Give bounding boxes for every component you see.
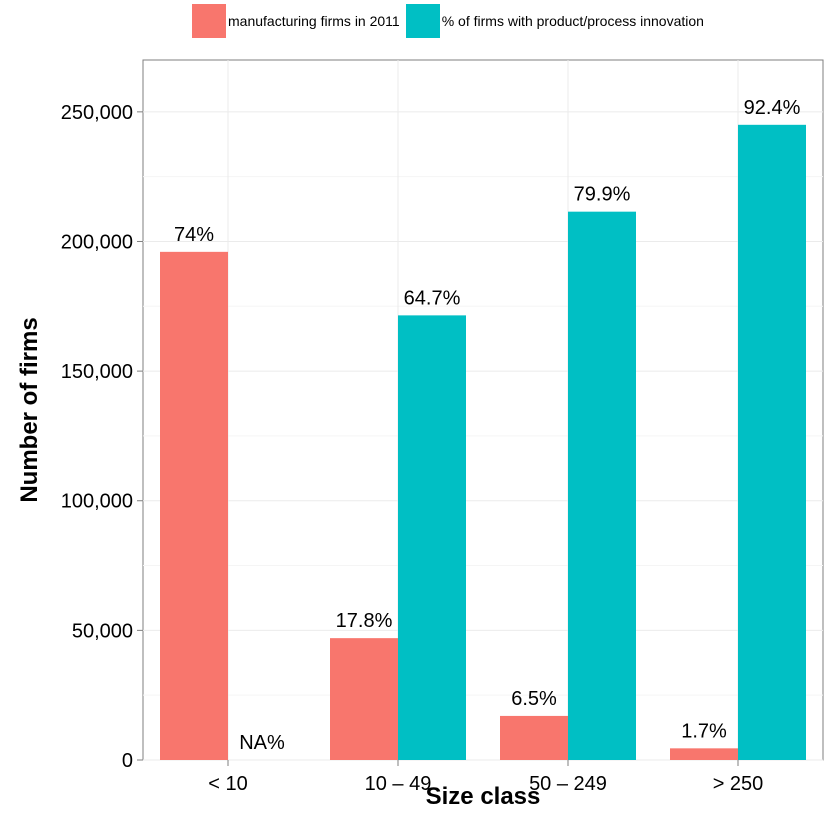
legend-item-innovation-firms[interactable]: % of firms with product/process innovati… — [405, 4, 704, 38]
bar-innovation-firms[interactable] — [398, 315, 466, 760]
x-tick-label: > 250 — [713, 773, 764, 795]
bar-value-label: 6.5% — [511, 688, 557, 710]
y-tick-label: 200,000 — [61, 231, 133, 253]
x-tick-label: < 10 — [208, 773, 247, 795]
y-tick-label: 250,000 — [61, 102, 133, 124]
bar-value-label: 74% — [174, 224, 214, 246]
bar-manufacturing-firms[interactable] — [670, 748, 738, 760]
legend-swatch-manufacturing-firms — [192, 4, 226, 38]
x-tick-label: 50 – 249 — [529, 773, 607, 795]
bar-value-label: 79.9% — [574, 184, 631, 206]
y-tick-label: 0 — [122, 750, 133, 772]
x-tick-label: 10 – 49 — [365, 773, 432, 795]
y-tick-label: 50,000 — [72, 620, 133, 642]
bar-manufacturing-firms[interactable] — [160, 251, 228, 760]
bar-manufacturing-firms[interactable] — [500, 715, 568, 760]
bar-value-label: 17.8% — [336, 610, 393, 632]
legend-swatch-innovation-firms — [405, 4, 440, 38]
x-axis-title: Size class — [426, 783, 541, 810]
legend-label-manufacturing-firms: manufacturing firms in 2011 — [228, 13, 400, 29]
bar-value-label: 1.7% — [681, 720, 727, 742]
legend-item-manufacturing-firms[interactable]: manufacturing firms in 2011 — [192, 4, 400, 38]
legend: manufacturing firms in 2011 % of firms w… — [192, 4, 710, 38]
plot-panel — [142, 59, 824, 761]
bar-value-label: NA% — [239, 732, 285, 754]
y-tick-label: 150,000 — [61, 361, 133, 383]
y-tick-label: 100,000 — [61, 491, 133, 513]
bar-manufacturing-firms[interactable] — [330, 638, 398, 760]
bar-value-label: 64.7% — [404, 287, 461, 309]
bar-innovation-firms[interactable] — [568, 211, 636, 760]
bar-value-label: 92.4% — [744, 97, 801, 119]
bar-innovation-firms[interactable] — [738, 124, 806, 760]
legend-label-innovation-firms: % of firms with product/process innovati… — [441, 13, 704, 29]
y-axis-title: Number of firms — [16, 317, 43, 502]
